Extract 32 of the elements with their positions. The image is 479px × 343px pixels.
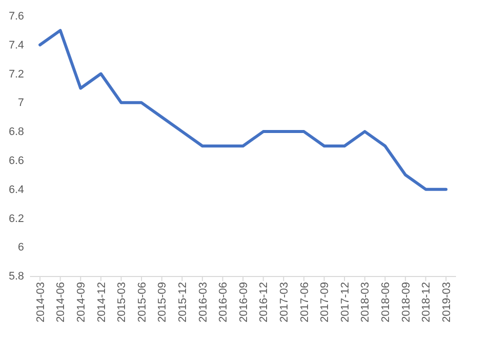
- x-tick-label: 2015-12: [176, 282, 189, 322]
- x-tick-label: 2016-06: [218, 282, 230, 322]
- x-tick-label: 2019-03: [440, 282, 453, 322]
- x-tick-label: 2017-12: [339, 282, 352, 322]
- x-tick-label: 2015-06: [136, 282, 148, 322]
- y-tick-label: 5.8: [8, 270, 24, 283]
- x-tick-label: 2018-03: [360, 282, 372, 322]
- y-tick-label: 7: [18, 97, 24, 110]
- y-tick-label: 6.6: [8, 154, 24, 167]
- x-tick-label: 2016-09: [238, 282, 250, 322]
- x-tick-label: 2018-12: [420, 282, 433, 322]
- x-tick-label: 2017-06: [298, 282, 311, 322]
- x-tick-label: 2014-03: [34, 282, 47, 322]
- x-tick-label: 2014-09: [75, 282, 88, 322]
- x-tick-label: 2015-03: [116, 282, 128, 322]
- x-tick-label: 2018-06: [380, 282, 392, 322]
- x-tick-label: 2014-06: [55, 282, 68, 322]
- x-tick-label: 2015-09: [156, 282, 169, 322]
- x-tick-label: 2017-09: [319, 282, 332, 322]
- y-tick-label: 7.6: [8, 10, 24, 23]
- x-tick-label: 2016-03: [197, 282, 210, 322]
- y-tick-label: 6.2: [8, 212, 24, 225]
- y-tick-label: 6.8: [8, 126, 24, 138]
- y-tick-label: 6: [18, 242, 24, 254]
- y-tick-label: 7.2: [8, 68, 24, 80]
- y-tick-label: 6.4: [8, 184, 24, 196]
- x-tick-label: 2017-03: [278, 282, 290, 322]
- x-tick-label: 2014-12: [96, 282, 108, 322]
- y-tick-label: 7.4: [8, 39, 24, 52]
- line-series: [38, 28, 448, 191]
- x-tick-label: 2018-09: [400, 282, 412, 322]
- x-tick-label: 2016-12: [258, 282, 270, 322]
